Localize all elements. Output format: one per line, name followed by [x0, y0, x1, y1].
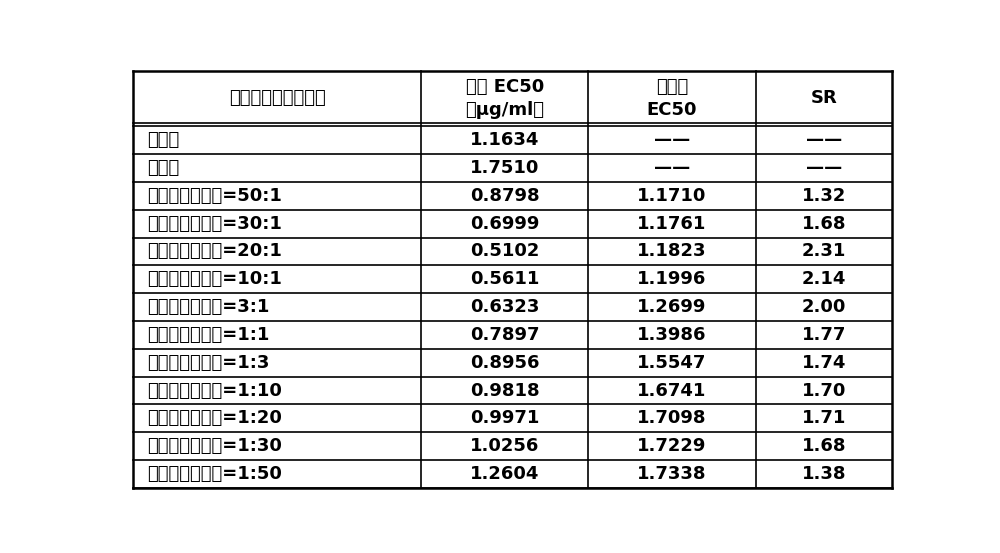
Text: 1.7338: 1.7338	[637, 465, 707, 483]
Text: 叶菌唑：胚菌酯=30:1: 叶菌唑：胚菌酯=30:1	[147, 215, 282, 233]
Text: ——: ——	[806, 131, 842, 149]
Text: 0.6999: 0.6999	[470, 215, 540, 233]
Text: 1.38: 1.38	[802, 465, 846, 483]
Text: 1.1996: 1.1996	[637, 270, 707, 288]
Text: 叶菌唑: 叶菌唑	[147, 131, 179, 149]
Text: 叶菌唑：胚菌酯=50:1: 叶菌唑：胚菌酯=50:1	[147, 187, 282, 205]
Text: 叶菌唑：胚菌酯=1:30: 叶菌唑：胚菌酯=1:30	[147, 437, 282, 455]
Text: 杀菌药剂（重量比）: 杀菌药剂（重量比）	[229, 90, 325, 107]
Text: 叶菌唑：胚菌酯=3:1: 叶菌唑：胚菌酯=3:1	[147, 298, 269, 316]
Text: ——: ——	[654, 159, 690, 177]
Text: 1.3986: 1.3986	[637, 326, 707, 344]
Text: 1.71: 1.71	[802, 409, 846, 427]
Text: 胚菌酯: 胚菌酯	[147, 159, 179, 177]
Text: 1.0256: 1.0256	[470, 437, 540, 455]
Text: 1.70: 1.70	[802, 382, 846, 400]
Text: 理　论
EC50: 理 论 EC50	[647, 79, 697, 118]
Text: 1.5547: 1.5547	[637, 354, 707, 372]
Text: 1.1761: 1.1761	[637, 215, 707, 233]
Text: 0.9971: 0.9971	[470, 409, 540, 427]
Text: ——: ——	[654, 131, 690, 149]
Text: 1.7098: 1.7098	[637, 409, 707, 427]
Text: 2.14: 2.14	[802, 270, 846, 288]
Text: 1.68: 1.68	[802, 437, 846, 455]
Text: 2.00: 2.00	[802, 298, 846, 316]
Text: 叶菌唑：胚菌酯=10:1: 叶菌唑：胚菌酯=10:1	[147, 270, 282, 288]
Text: 1.68: 1.68	[802, 215, 846, 233]
Text: 0.8956: 0.8956	[470, 354, 540, 372]
Text: 0.7897: 0.7897	[470, 326, 540, 344]
Text: 0.6323: 0.6323	[470, 298, 540, 316]
Text: 1.77: 1.77	[802, 326, 846, 344]
Text: 0.8798: 0.8798	[470, 187, 540, 205]
Text: 1.32: 1.32	[802, 187, 846, 205]
Text: 1.7229: 1.7229	[637, 437, 707, 455]
Text: 叶菌唑：胚菌酯=1:50: 叶菌唑：胚菌酯=1:50	[147, 465, 282, 483]
Text: 1.1634: 1.1634	[470, 131, 540, 149]
Text: 叶菌唑：胚菌酯=1:3: 叶菌唑：胚菌酯=1:3	[147, 354, 269, 372]
Text: 叶菌唑：胚菌酯=1:1: 叶菌唑：胚菌酯=1:1	[147, 326, 269, 344]
Text: 1.1823: 1.1823	[637, 242, 707, 260]
Text: 1.1710: 1.1710	[637, 187, 707, 205]
Text: 0.5102: 0.5102	[470, 242, 540, 260]
Text: 0.9818: 0.9818	[470, 382, 540, 400]
Text: 叶菌唑：胚菌酯=1:20: 叶菌唑：胚菌酯=1:20	[147, 409, 282, 427]
Text: 叶菌唑：胚菌酯=20:1: 叶菌唑：胚菌酯=20:1	[147, 242, 282, 260]
Text: 1.74: 1.74	[802, 354, 846, 372]
Text: 叶菌唑：胚菌酯=1:10: 叶菌唑：胚菌酯=1:10	[147, 382, 282, 400]
Text: 1.2699: 1.2699	[637, 298, 707, 316]
Text: 1.7510: 1.7510	[470, 159, 540, 177]
Text: 2.31: 2.31	[802, 242, 846, 260]
Text: 1.6741: 1.6741	[637, 382, 707, 400]
Text: 实测 EC50
（μg/ml）: 实测 EC50 （μg/ml）	[465, 79, 544, 118]
Text: ——: ——	[806, 159, 842, 177]
Text: 1.2604: 1.2604	[470, 465, 540, 483]
Text: SR: SR	[811, 90, 837, 107]
Text: 0.5611: 0.5611	[470, 270, 540, 288]
